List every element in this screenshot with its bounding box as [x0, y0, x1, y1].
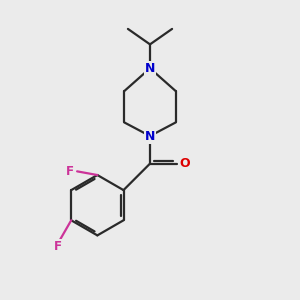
- Text: F: F: [54, 240, 62, 253]
- Text: N: N: [145, 130, 155, 142]
- Text: N: N: [145, 62, 155, 75]
- Text: F: F: [66, 165, 74, 178]
- Text: O: O: [179, 157, 190, 170]
